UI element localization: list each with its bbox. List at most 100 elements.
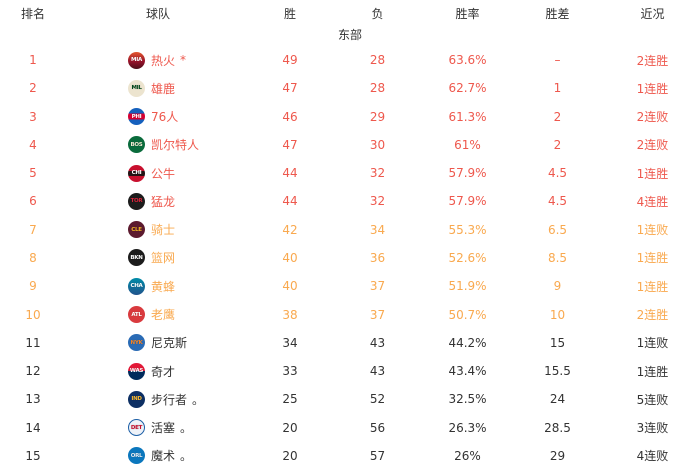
losses-cell: 32 — [369, 194, 386, 209]
losses-cell: 34 — [369, 222, 386, 237]
gamesbehind-cell: 2 — [553, 109, 562, 124]
team-name-link[interactable]: 公牛 — [151, 166, 176, 181]
winpct-cell: 55.3% — [448, 222, 487, 237]
standings-table-body: 1 MIA 热火 * 49 28 63.6% – 2连胜 2 MIL 雄鹿 47… — [0, 46, 700, 470]
team-logo-icon: IND — [128, 390, 145, 408]
streak-cell: 2连胜 — [636, 53, 669, 68]
team-name-link[interactable]: 老鹰 — [151, 308, 176, 323]
table-row: 14 DET 活塞 。 20 56 26.3% 28.5 3连败 — [0, 413, 700, 441]
rank-cell: 10 — [25, 307, 41, 322]
team-cell: BOS 凯尔特人 — [66, 136, 250, 154]
team-name-link[interactable]: 雄鹿 — [151, 81, 176, 96]
streak-cell: 2连胜 — [636, 308, 669, 323]
team-name-link[interactable]: 魔术 — [151, 449, 176, 464]
wins-cell: 38 — [282, 307, 298, 322]
team-logo-icon: MIL — [128, 79, 145, 97]
losses-cell: 36 — [369, 250, 386, 265]
column-header-losses: 负 — [371, 6, 384, 21]
team-logo-icon: TOR — [128, 192, 145, 210]
team-cell: ORL 魔术 。 — [66, 447, 250, 465]
losses-cell: 29 — [369, 109, 386, 124]
winpct-cell: 50.7% — [448, 307, 487, 322]
streak-cell: 1连胜 — [636, 166, 669, 181]
team-logo-icon: MIA — [128, 51, 145, 69]
team-name-link[interactable]: 黄蜂 — [151, 279, 176, 294]
losses-cell: 37 — [369, 307, 386, 322]
table-row: 7 CLE 骑士 42 34 55.3% 6.5 1连败 — [0, 216, 700, 244]
team-logo-icon: BKN — [128, 249, 145, 267]
winpct-cell: 61.3% — [448, 109, 487, 124]
wins-cell: 20 — [282, 448, 298, 463]
table-row: 1 MIA 热火 * 49 28 63.6% – 2连胜 — [0, 46, 700, 74]
column-header-team: 球队 — [145, 6, 170, 21]
table-row: 12 WAS 奇才 33 43 43.4% 15.5 1连胜 — [0, 357, 700, 385]
gamesbehind-cell: 8.5 — [547, 250, 568, 265]
team-logo-icon: CLE — [128, 221, 145, 239]
column-header-gamesbehind: 胜差 — [545, 6, 570, 21]
streak-cell: 1连胜 — [636, 279, 669, 294]
team-logo-icon: CHI — [128, 164, 145, 182]
team-name-link[interactable]: 尼克斯 — [151, 336, 188, 351]
rank-cell: 4 — [29, 137, 37, 152]
team-name-link[interactable]: 热火 — [151, 53, 176, 68]
rank-cell: 6 — [29, 194, 37, 209]
rank-cell: 12 — [25, 364, 41, 379]
team-logo-icon: BOS — [128, 136, 145, 154]
wins-cell: 34 — [282, 335, 298, 350]
team-cell: CHA 黄蜂 — [66, 277, 250, 295]
team-name-link[interactable]: 篮网 — [151, 251, 176, 266]
table-row: 3 PHI 76人 46 29 61.3% 2 2连败 — [0, 103, 700, 131]
losses-cell: 57 — [369, 448, 386, 463]
rank-cell: 15 — [25, 448, 41, 463]
rank-cell: 8 — [29, 250, 37, 265]
winpct-cell: 63.6% — [448, 53, 487, 68]
losses-cell: 30 — [369, 137, 386, 152]
wins-cell: 25 — [282, 392, 298, 407]
wins-cell: 49 — [282, 53, 298, 68]
team-name-link[interactable]: 76人 — [151, 110, 179, 125]
winpct-cell: 43.4% — [448, 364, 487, 379]
gamesbehind-cell: 28.5 — [544, 420, 571, 435]
table-row: 13 IND 步行者 。 25 52 32.5% 24 5连败 — [0, 385, 700, 413]
table-row: 11 NYK 尼克斯 34 43 44.2% 15 1连败 — [0, 329, 700, 357]
table-row: 10 ATL 老鹰 38 37 50.7% 10 2连胜 — [0, 300, 700, 328]
losses-cell: 43 — [369, 364, 386, 379]
team-logo-icon: ATL — [128, 306, 145, 324]
team-name-link[interactable]: 猛龙 — [151, 194, 176, 209]
rank-cell: 3 — [29, 109, 37, 124]
gamesbehind-cell: 6.5 — [547, 222, 568, 237]
team-name-link[interactable]: 骑士 — [151, 223, 176, 238]
table-row: 2 MIL 雄鹿 47 28 62.7% 1 1连胜 — [0, 74, 700, 102]
team-cell: DET 活塞 。 — [66, 419, 250, 437]
team-status-marker: 。 — [180, 449, 193, 464]
gamesbehind-cell: 10 — [549, 307, 566, 322]
wins-cell: 42 — [282, 222, 298, 237]
team-cell: CHI 公牛 — [66, 164, 250, 182]
team-logo-icon: PHI — [128, 108, 145, 126]
team-name-link[interactable]: 活塞 — [151, 421, 176, 436]
gamesbehind-cell: 24 — [549, 392, 566, 407]
team-name-link[interactable]: 步行者 — [151, 392, 188, 407]
team-name-link[interactable]: 凯尔特人 — [151, 138, 200, 153]
team-cell: PHI 76人 — [66, 108, 250, 126]
losses-cell: 32 — [369, 166, 386, 181]
wins-cell: 40 — [282, 279, 298, 294]
table-row: 5 CHI 公牛 44 32 57.9% 4.5 1连胜 — [0, 159, 700, 187]
team-name-link[interactable]: 奇才 — [151, 364, 176, 379]
winpct-cell: 32.5% — [448, 392, 487, 407]
gamesbehind-cell: 2 — [553, 137, 562, 152]
losses-cell: 37 — [369, 279, 386, 294]
team-cell: IND 步行者 。 — [66, 390, 250, 408]
team-cell: CLE 骑士 — [66, 221, 250, 239]
winpct-cell: 26% — [454, 448, 481, 463]
losses-cell: 28 — [369, 53, 386, 68]
rank-cell: 2 — [29, 81, 37, 96]
streak-cell: 1连败 — [636, 336, 669, 351]
rank-cell: 13 — [25, 392, 41, 407]
team-cell: ATL 老鹰 — [66, 306, 250, 324]
gamesbehind-cell: 1 — [553, 81, 562, 96]
losses-cell: 43 — [369, 335, 386, 350]
winpct-cell: 52.6% — [448, 250, 487, 265]
gamesbehind-cell: 29 — [549, 448, 566, 463]
